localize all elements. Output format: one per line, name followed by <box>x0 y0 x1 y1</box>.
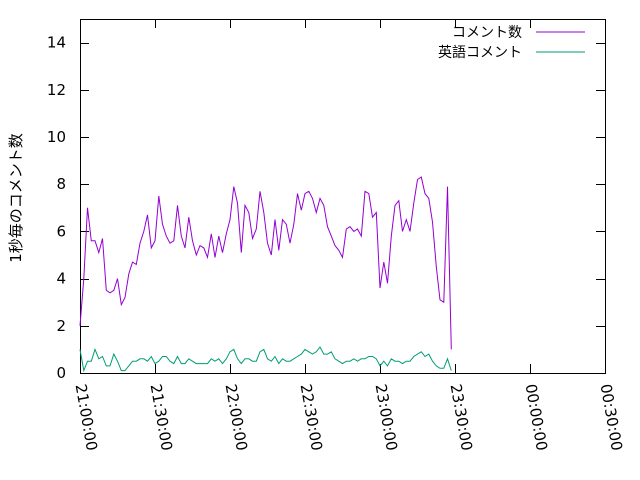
x-axis: 21:00:00 21:30:00 22:00:00 22:30:00 23:00:00… <box>72 19 626 452</box>
y-tick-label: 12 <box>47 81 66 99</box>
y-axis-label: 1秒毎のコメント数 <box>7 133 25 263</box>
x-tick-label: 23:30:00 <box>447 383 476 452</box>
series-line-1 <box>79 346 452 373</box>
y-axis: 0 2 4 6 8 10 12 14 <box>47 34 605 382</box>
x-tick-label: 00:00:00 <box>522 383 551 452</box>
legend-label: コメント数 <box>452 25 522 41</box>
y-tick-label: 14 <box>47 34 66 52</box>
y-tick-label: 0 <box>56 364 66 382</box>
y-tick-label: 10 <box>47 128 66 146</box>
x-tick-label: 23:00:00 <box>372 383 401 452</box>
y-tick-label: 2 <box>56 317 66 335</box>
plot-frame <box>80 19 606 374</box>
y-tick-label: 4 <box>56 270 66 288</box>
series-line-0 <box>79 176 452 350</box>
x-tick-label: 21:00:00 <box>72 383 101 452</box>
y-tick-label: 8 <box>56 175 66 193</box>
x-tick-label: 22:30:00 <box>297 383 326 452</box>
legend-label: 英語コメント <box>438 44 522 61</box>
series-lines <box>79 176 452 373</box>
x-tick-label: 22:00:00 <box>222 383 251 452</box>
x-tick-label: 21:30:00 <box>147 383 176 452</box>
x-tick-label: 00:30:00 <box>597 383 626 452</box>
y-tick-label: 6 <box>56 222 66 240</box>
